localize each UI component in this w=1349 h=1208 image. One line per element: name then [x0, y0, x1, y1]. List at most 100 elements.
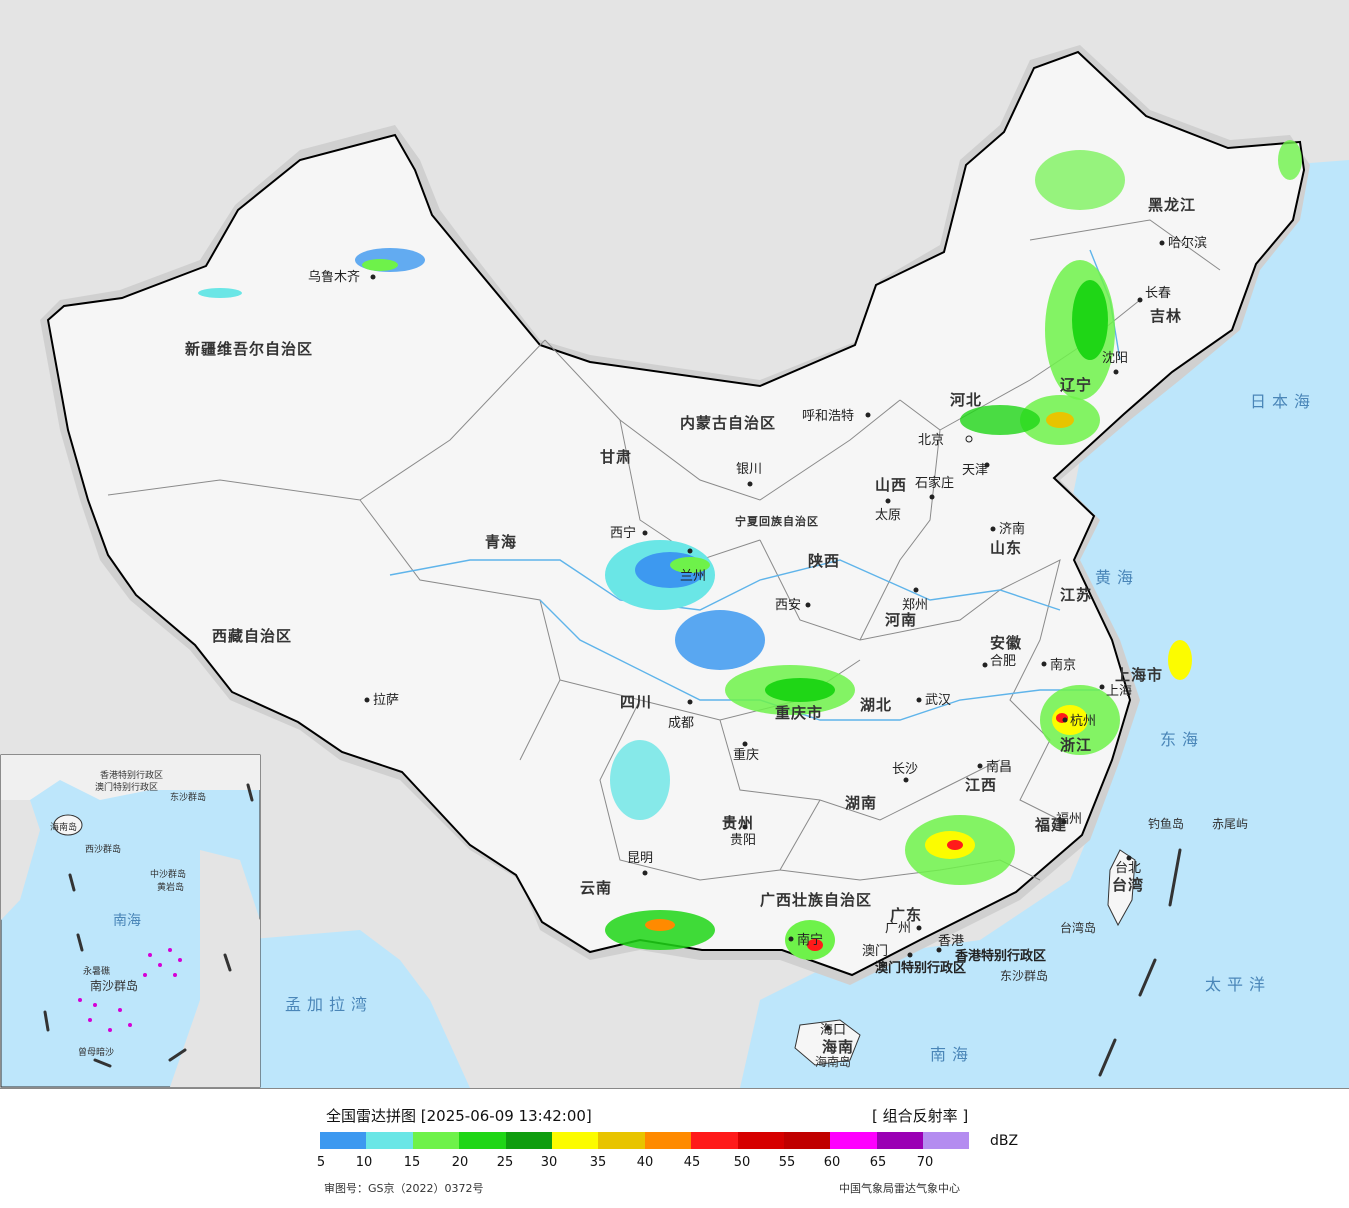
sea-japan: 日本海	[1250, 392, 1316, 411]
city-fuzhou: 福州	[1056, 812, 1082, 827]
city-urumqi: 乌鲁木齐	[308, 269, 360, 285]
label-jiangxi: 江西	[965, 776, 997, 794]
scale-swatch	[459, 1132, 506, 1149]
island-labels: 钓鱼岛 赤尾屿 台湾岛 东沙群岛 海南岛	[815, 816, 1248, 1069]
city-xining: 西宁	[610, 525, 636, 541]
scale-swatch	[551, 1132, 599, 1149]
label-macao-sar: 澳门特别行政区	[875, 960, 966, 976]
label-anhui: 安徽	[990, 634, 1022, 652]
scale-swatch	[830, 1132, 877, 1149]
scale-swatch	[644, 1132, 692, 1149]
label-shandong: 山东	[990, 539, 1022, 557]
city-nanjing: 南京	[1050, 657, 1076, 673]
scale-tick-label: 40	[636, 1155, 654, 1170]
city-hongkong: 香港	[938, 934, 964, 949]
scale-swatch	[598, 1132, 645, 1149]
scale-tick-label: 70	[916, 1155, 934, 1170]
label-fujian: 福建	[1034, 816, 1067, 834]
scale-tick-label: 15	[403, 1155, 421, 1170]
city-hangzhou: 杭州	[1070, 714, 1096, 729]
scale-swatch	[923, 1132, 970, 1149]
label-hunan: 湖南	[845, 794, 877, 812]
scale-swatch	[366, 1132, 413, 1149]
ocean-bengal	[240, 930, 470, 1088]
island-dongsha: 东沙群岛	[1000, 968, 1048, 983]
map-canvas: 新疆维吾尔自治区 西藏自治区 青海 甘肃 内蒙古自治区 黑龙江 吉林 辽宁 河北…	[0, 0, 1349, 1088]
label-neimenggu: 内蒙古自治区	[680, 414, 776, 432]
scale-swatch	[412, 1132, 460, 1149]
inset-yongshu: 永暑礁	[83, 965, 110, 977]
inset-dongsha: 东沙群岛	[170, 791, 206, 803]
city-yinchuan: 银川	[736, 462, 762, 477]
city-guiyang: 贵阳	[730, 833, 756, 848]
inset-south-sea: 南海	[113, 913, 141, 929]
city-shanghai: 上海	[1106, 684, 1132, 699]
scale-tick-label: 30	[540, 1155, 558, 1170]
label-guizhou: 贵州	[722, 814, 754, 832]
label-hk-sar: 香港特别行政区	[954, 948, 1046, 964]
label-hubei: 湖北	[860, 696, 892, 714]
label-hainan: 海南	[822, 1038, 854, 1056]
source-credit: 中国气象局雷达气象中心	[839, 1182, 960, 1195]
island-hainan: 海南岛	[815, 1054, 851, 1069]
city-tianjin: 天津	[962, 463, 988, 478]
city-lhasa: 拉萨	[373, 693, 399, 708]
scale-swatch	[320, 1132, 367, 1149]
scale-swatch	[505, 1132, 552, 1149]
scale-swatch	[783, 1132, 831, 1149]
inset-xisha: 西沙群岛	[85, 843, 121, 855]
scale-swatch	[876, 1132, 924, 1149]
scale-tick-label: 45	[683, 1155, 701, 1170]
china-land	[46, 50, 1306, 977]
city-wuhan: 武汉	[925, 693, 951, 708]
city-hohhot: 呼和浩特	[802, 409, 854, 424]
inset-hainan: 海南岛	[50, 821, 77, 833]
city-changchun: 长春	[1145, 286, 1171, 301]
city-changsha: 长沙	[892, 762, 918, 777]
label-qinghai: 青海	[485, 533, 517, 551]
city-shijiazhuang: 石家庄	[915, 475, 954, 491]
review-number: 审图号：GS京（2022）0372号	[324, 1182, 484, 1195]
scale-tick-label: 35	[589, 1155, 607, 1170]
city-kunming: 昆明	[627, 851, 653, 866]
city-jinan: 济南	[999, 521, 1025, 537]
label-xizang: 西藏自治区	[212, 627, 292, 645]
scale-swatch	[691, 1132, 738, 1149]
label-hebei: 河北	[950, 391, 982, 409]
sea-south: 南海	[930, 1045, 974, 1064]
city-lanzhou: 兰州	[680, 569, 706, 584]
label-xinjiang: 新疆维吾尔自治区	[185, 340, 313, 358]
scale-tick-label: 65	[869, 1155, 887, 1170]
legend-product: [ 组合反射率 ]	[872, 1107, 969, 1125]
sea-bengal: 孟加拉湾	[285, 995, 373, 1014]
province-labels: 新疆维吾尔自治区 西藏自治区 青海 甘肃 内蒙古自治区 黑龙江 吉林 辽宁 河北…	[185, 196, 1195, 1056]
label-ningxia: 宁夏回族自治区	[735, 514, 819, 528]
city-labels: 乌鲁木齐 拉萨 西宁 兰州 银川 呼和浩特 北京 天津 石家庄 太原 济南 郑州…	[308, 235, 1207, 1038]
label-yunnan: 云南	[580, 879, 612, 897]
radar-echoes	[198, 140, 1302, 960]
island-diaoyu: 钓鱼岛	[1148, 816, 1184, 831]
scale-swatch	[737, 1132, 784, 1149]
label-jilin: 吉林	[1150, 307, 1182, 325]
island-taiwan: 台湾岛	[1060, 920, 1096, 935]
scale-tick-label: 10	[355, 1155, 373, 1170]
sea-labels: 日本海 黄海 东海 南海 太平洋 孟加拉湾	[285, 392, 1316, 1064]
scale-tick-label: 25	[496, 1155, 514, 1170]
city-zhengzhou: 郑州	[902, 598, 928, 613]
city-hefei: 合肥	[990, 654, 1016, 669]
legend-title: 全国雷达拼图 [2025-06-09 13:42:00]	[326, 1107, 592, 1125]
city-shenyang: 沈阳	[1102, 351, 1128, 366]
city-guangzhou: 广州	[885, 921, 911, 936]
scale-tick-label: 60	[823, 1155, 841, 1170]
label-henan: 河南	[885, 611, 917, 629]
inset-zengmu: 曾母暗沙	[78, 1046, 114, 1058]
scale-tick-label: 55	[778, 1155, 796, 1170]
city-chongqing: 重庆	[733, 747, 759, 763]
scale-tick-label: 5	[316, 1155, 326, 1170]
label-chongqing: 重庆市	[775, 704, 823, 722]
island-chiwei: 赤尾屿	[1212, 817, 1248, 831]
hainan-island	[794, 1019, 861, 1066]
sea-pacific: 太平洋	[1205, 975, 1271, 994]
label-shanghai: 上海市	[1115, 666, 1163, 684]
legend-unit: dBZ	[990, 1133, 1019, 1149]
